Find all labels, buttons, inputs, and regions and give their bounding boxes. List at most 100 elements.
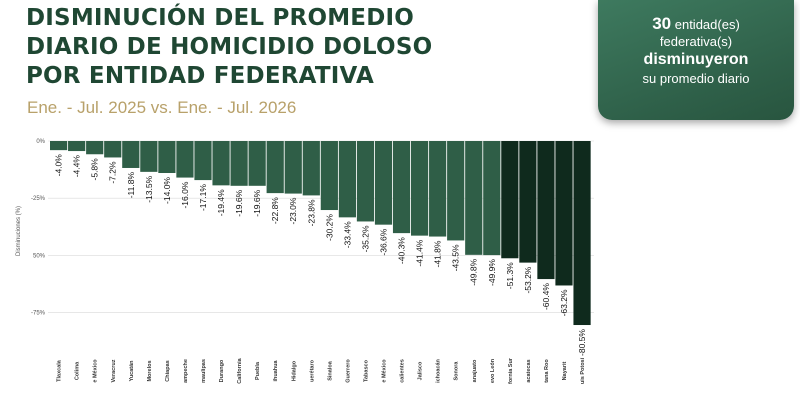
bar [537, 141, 555, 280]
bar [68, 141, 86, 152]
y-tick-label: 50% [33, 253, 46, 259]
data-label: -36.6% [379, 228, 389, 255]
bar [447, 141, 465, 241]
data-label: -43.5% [451, 244, 461, 271]
x-tick-label: Durango [219, 359, 225, 382]
callout-count-suffix: entidad(es) [671, 17, 740, 32]
data-label: -49.8% [469, 258, 479, 285]
data-label: -19.6% [252, 189, 262, 216]
x-tick-label: Jalisco [418, 361, 424, 380]
title-line: DIARIO DE HOMICIDIO DOLOSO [26, 34, 433, 60]
x-tick-label: Veracruz [111, 359, 117, 382]
data-label: -16.0% [180, 181, 190, 208]
x-tick-label: Yucatán [129, 360, 135, 382]
bar [212, 141, 230, 186]
x-tick-label: fornia Sur [508, 357, 514, 384]
bar [140, 141, 158, 172]
bar [501, 141, 519, 259]
data-label: -49.9% [487, 259, 497, 286]
y-tick-label: 0% [36, 139, 45, 145]
bar [374, 141, 393, 225]
data-label: -23.8% [306, 199, 316, 226]
data-label: -17.1% [198, 184, 208, 211]
bar [86, 141, 104, 155]
x-tick-label: e México [93, 359, 99, 383]
data-label: -53.2% [523, 266, 533, 293]
x-tick-label: Tlaxcala [57, 359, 63, 382]
data-label: -13.5% [144, 175, 154, 202]
x-tick-label: maulipas [201, 359, 207, 383]
bar [266, 141, 284, 194]
x-tick-label: Chiapas [165, 360, 171, 381]
data-label: -7.2% [108, 161, 118, 184]
bar [356, 141, 375, 222]
callout-line-2: federativa(s) [659, 34, 733, 49]
bar [248, 141, 266, 186]
bar [176, 141, 194, 178]
data-label: -30.2% [324, 214, 334, 241]
data-label: -63.2% [559, 289, 569, 316]
callout-line-4: su promedio diario [642, 71, 750, 86]
x-tick-label: uis Potosí [580, 357, 586, 384]
y-tick-label: -25% [31, 196, 46, 202]
bar [411, 141, 429, 236]
bar [465, 141, 483, 255]
data-label: -40.3% [397, 237, 407, 264]
bar [573, 141, 591, 326]
data-label: -41.4% [415, 239, 425, 266]
data-label: -19.4% [216, 189, 226, 216]
data-label: -19.6% [234, 189, 244, 216]
data-label: -11.8% [126, 172, 136, 199]
chart-subtitle: Ene. - Jul. 2025 vs. Ene. - Jul. 2026 [27, 98, 297, 117]
title-line: POR ENTIDAD FEDERATIVA [26, 63, 374, 89]
bar [104, 141, 122, 158]
data-label: -22.8% [270, 197, 280, 224]
x-tick-label: Puebla [255, 361, 261, 380]
x-tick-label: tana Roo [544, 359, 550, 383]
x-tick-label: Sonora [454, 361, 460, 381]
data-label: -4.4% [72, 155, 82, 178]
x-tick-label: Hidalgo [291, 360, 297, 381]
bar [50, 141, 68, 151]
bar [338, 141, 356, 218]
data-label: -80.5% [577, 329, 587, 356]
x-tick-label: acatecas [526, 359, 532, 382]
x-tick-label: e México [382, 359, 388, 383]
title-line: DISMINUCIÓN DEL PROMEDIO [26, 5, 415, 31]
x-tick-label: Sinaloa [327, 360, 333, 381]
callout-line-count: 30 entidad(es) [598, 14, 794, 33]
x-tick-label: ampeche [183, 359, 189, 383]
bar [320, 141, 338, 211]
data-label: -35.2% [360, 225, 370, 252]
x-tick-label: Colima [75, 361, 81, 380]
data-label: -5.8% [90, 158, 100, 181]
y-tick-label: -75% [31, 310, 46, 316]
x-tick-label: Guerrero [345, 359, 351, 383]
x-tick-label: evo León [490, 358, 496, 383]
bar [555, 141, 573, 286]
data-label: -33.4% [342, 221, 352, 248]
bar [158, 141, 176, 174]
x-tick-label: ichoacán [436, 358, 442, 382]
bar [483, 141, 501, 256]
data-label: -23.0% [288, 197, 298, 224]
bar [302, 141, 320, 196]
data-label: -4.0% [54, 154, 64, 177]
x-tick-label: Nayarit [562, 362, 568, 381]
data-label: -41.8% [433, 240, 443, 267]
bar [519, 141, 537, 263]
data-label: -60.4% [541, 283, 551, 310]
bar [194, 141, 212, 181]
x-tick-label: California [237, 357, 243, 383]
bar [122, 141, 140, 168]
x-tick-label: Morelos [147, 360, 153, 381]
summary-callout: 30 entidad(es) federativa(s) disminuyero… [598, 0, 794, 120]
x-tick-label: ihuahua [273, 360, 279, 382]
bar [392, 141, 411, 234]
data-label: -51.3% [505, 262, 515, 289]
x-tick-label: calientes [400, 359, 406, 383]
callout-count: 30 [652, 14, 672, 33]
bar [429, 141, 447, 237]
x-tick-label: Tabasco [363, 359, 369, 382]
